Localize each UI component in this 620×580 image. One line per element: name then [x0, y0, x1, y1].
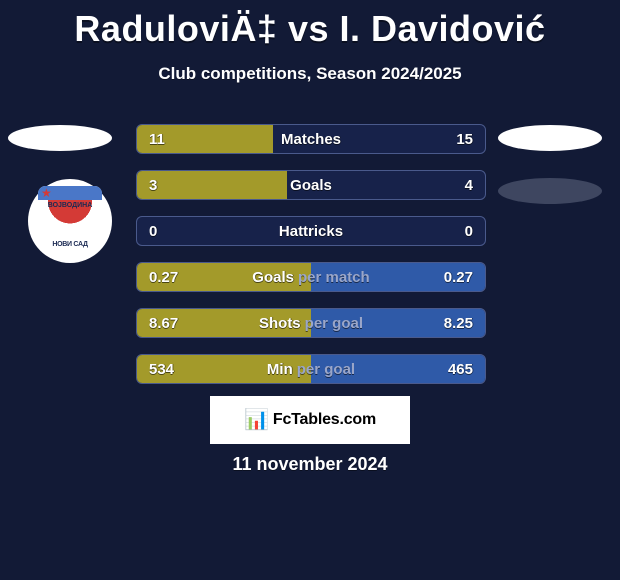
page-title: RaduloviÄ‡ vs I. Davidović: [0, 0, 620, 50]
stat-label: Goals: [137, 171, 485, 199]
brand-footer[interactable]: 📊 FcTables.com: [210, 396, 410, 444]
stat-label: Minper goal: [137, 355, 485, 383]
stat-label: Goalsper match: [137, 263, 485, 291]
page-subtitle: Club competitions, Season 2024/2025: [0, 64, 620, 84]
brand-text: FcTables.com: [273, 411, 376, 429]
badge-top-text: ВОЈВОДИНА: [38, 202, 102, 209]
stat-label-main: Hattricks: [279, 223, 343, 240]
right-player-ellipse-2: [498, 178, 602, 204]
stat-label-main: Goals: [252, 269, 294, 286]
stat-row: 534465Minper goal: [136, 354, 486, 384]
club-badge: ★ ВОЈВОДИНА НОВИ САД: [28, 179, 112, 263]
stat-label-main: Shots: [259, 315, 301, 332]
stat-label-main: Min: [267, 361, 293, 378]
footer-date: 11 november 2024: [0, 454, 620, 475]
stat-row: 00Hattricks: [136, 216, 486, 246]
stat-label-main: Matches: [281, 131, 341, 148]
stat-label: Shotsper goal: [137, 309, 485, 337]
badge-bottom-text: НОВИ САД: [38, 241, 102, 248]
left-player-ellipse: [8, 125, 112, 151]
badge-star-icon: ★: [41, 187, 52, 199]
stat-row: 1115Matches: [136, 124, 486, 154]
brand-chart-icon: 📊: [244, 410, 269, 430]
stat-row: 8.678.25Shotsper goal: [136, 308, 486, 338]
right-player-ellipse-1: [498, 125, 602, 151]
club-badge-inner: ★ ВОЈВОДИНА НОВИ САД: [38, 186, 102, 256]
stat-row: 34Goals: [136, 170, 486, 200]
stat-label: Matches: [137, 125, 485, 153]
stat-label-dim: per goal: [305, 315, 363, 332]
stat-label-dim: per goal: [297, 361, 355, 378]
stat-label: Hattricks: [137, 217, 485, 245]
stats-rows: 1115Matches 34Goals 00Hattricks 0.270.27Goa…: [136, 124, 486, 400]
stat-row: 0.270.27Goalsper match: [136, 262, 486, 292]
stat-label-dim: per match: [298, 269, 370, 286]
stat-label-main: Goals: [290, 177, 332, 194]
